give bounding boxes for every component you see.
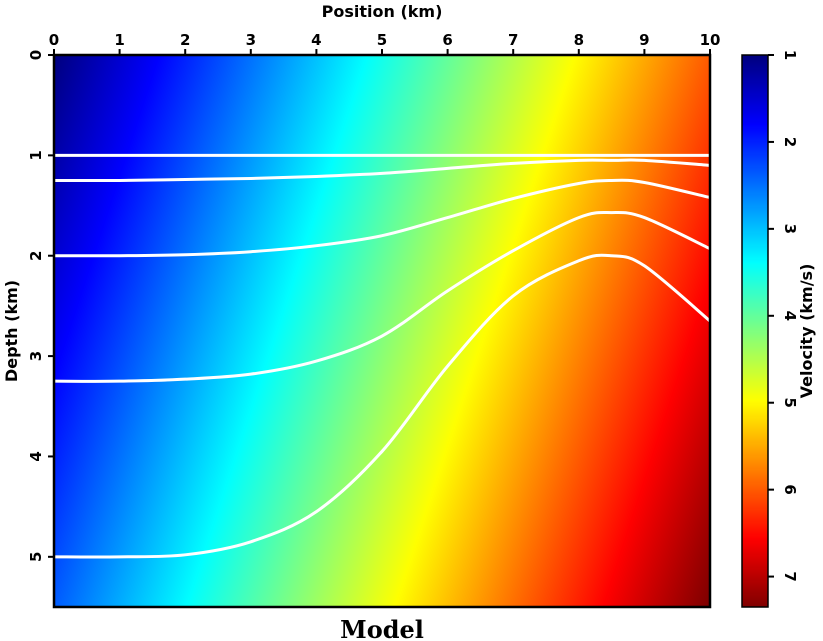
- x-tick-label: 4: [311, 31, 321, 49]
- x-tick-label: 3: [246, 31, 256, 49]
- x-tick-label: 10: [700, 31, 721, 49]
- plot-frame: [52, 53, 712, 609]
- x-tick-label: 5: [377, 31, 387, 49]
- y-tick-label: 3: [27, 351, 45, 361]
- x-tick-label: 6: [442, 31, 452, 49]
- y-tick-label: 1: [27, 150, 45, 160]
- reflector-3: [53, 178, 711, 258]
- x-tick-label: 7: [508, 31, 518, 49]
- reflectors: [53, 153, 711, 559]
- colorbar-tick-label: 1: [781, 50, 799, 60]
- reflector-5: [53, 253, 711, 559]
- chart-title: Model: [340, 615, 424, 641]
- y-tick-label: 2: [27, 251, 45, 261]
- y-tick-label: 0: [27, 50, 45, 60]
- x-tick-label: 8: [574, 31, 584, 49]
- y-tick-label: 5: [27, 552, 45, 562]
- reflector-4: [53, 210, 711, 383]
- x-tick-label: 1: [114, 31, 124, 49]
- colorbar-gradient: [742, 55, 768, 607]
- colorbar-tick-label: 7: [781, 571, 799, 581]
- x-axis-ticks: 0 1 2 3 4 5 6 7 8 9 10: [49, 31, 721, 55]
- colorbar-tick-label: 5: [781, 397, 799, 407]
- y-tick-label: 4: [27, 451, 45, 461]
- velocity-heatmap: [54, 55, 710, 607]
- colorbar-tick-label: 6: [781, 484, 799, 494]
- x-tick-label: 0: [49, 31, 59, 49]
- colorbar-tick-label: 2: [781, 137, 799, 147]
- y-axis-label: Depth (km): [2, 280, 21, 382]
- x-tick-label: 2: [180, 31, 190, 49]
- colorbar-label: Velocity (km/s): [797, 264, 816, 399]
- x-axis-label: Position (km): [322, 2, 443, 21]
- colorbar-ticks: 1 2 3 4 5 6 7: [768, 50, 799, 582]
- colorbar-tick-label: 4: [781, 311, 799, 321]
- reflector-2: [53, 158, 711, 183]
- x-tick-label: 9: [639, 31, 649, 49]
- colorbar-tick-label: 3: [781, 224, 799, 234]
- y-axis-ticks: 0 1 2 3 4 5: [27, 50, 54, 562]
- colorbar-frame: [741, 54, 769, 608]
